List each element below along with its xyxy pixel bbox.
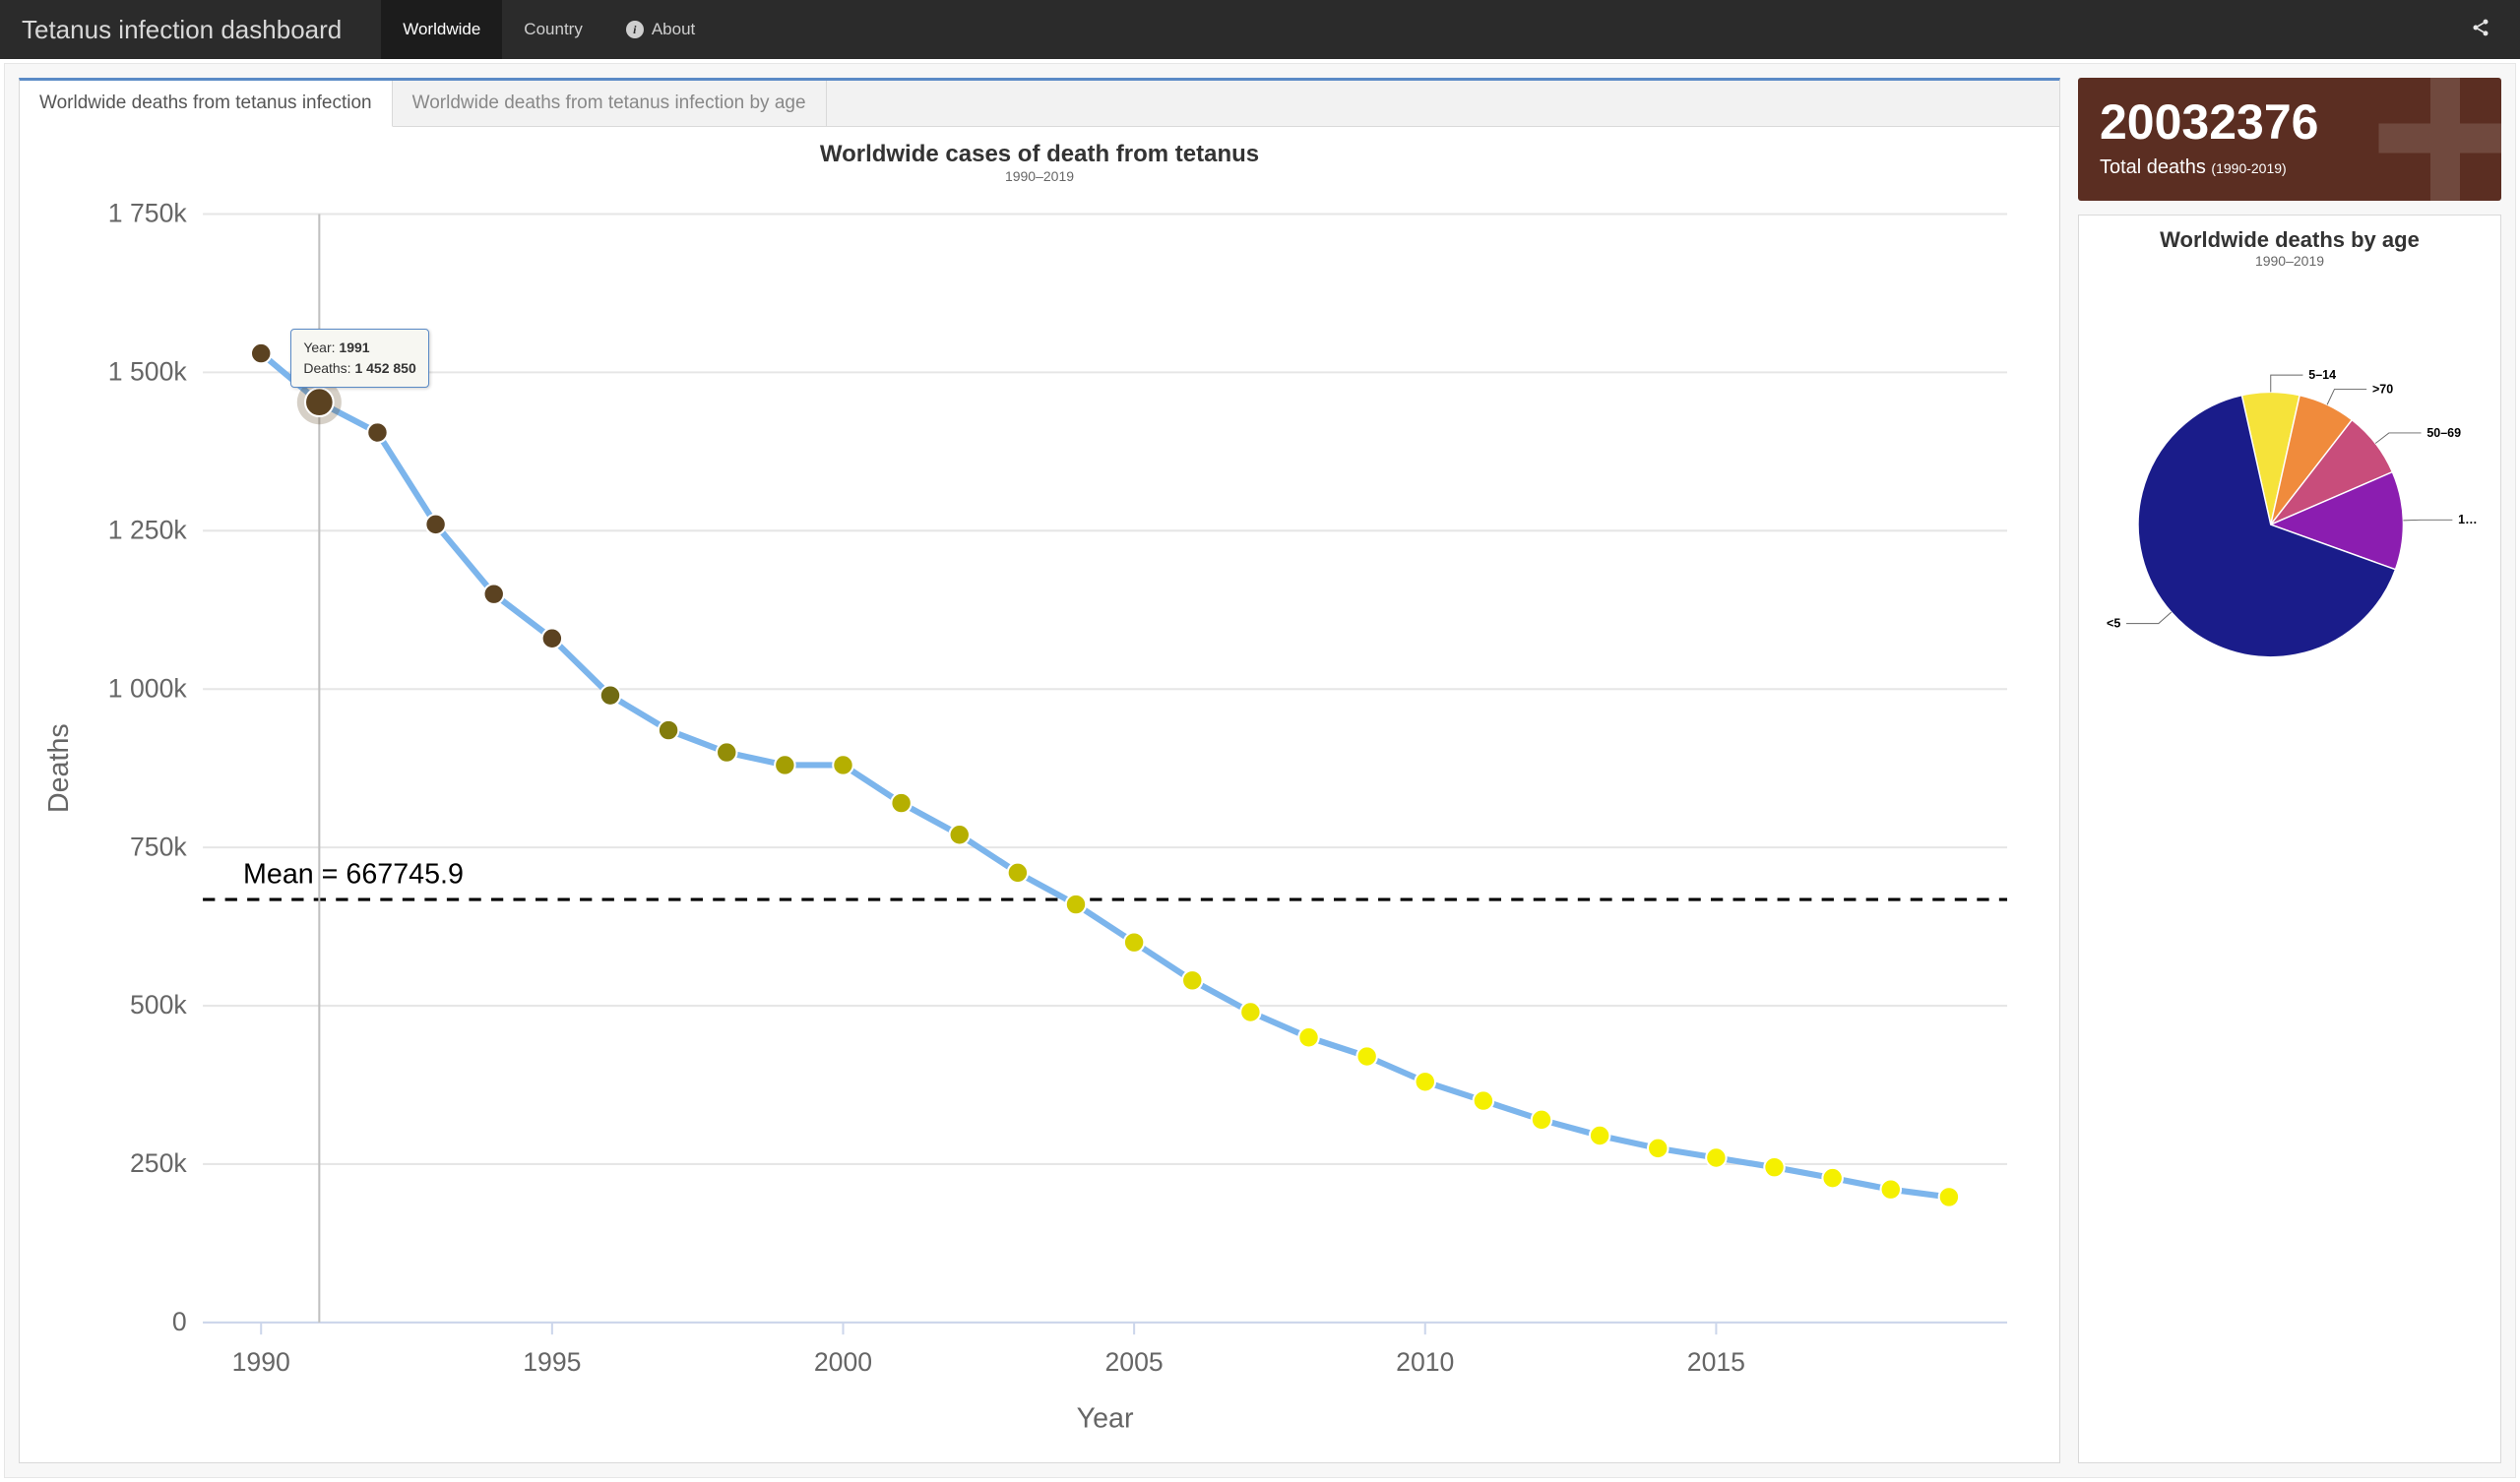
svg-text:250k: 250k	[130, 1148, 187, 1178]
svg-text:Mean = 667745.9: Mean = 667745.9	[243, 859, 464, 891]
svg-text:2005: 2005	[1105, 1347, 1164, 1377]
line-chart-title: Worldwide cases of death from tetanus	[32, 141, 2048, 168]
navbar: Tetanus infection dashboard Worldwide Co…	[0, 0, 2520, 59]
svg-text:750k: 750k	[130, 832, 187, 861]
nav-item-about-label: About	[652, 20, 695, 39]
tooltip-year-value: 1991	[339, 340, 369, 355]
pie-panel: Worldwide deaths by age 1990–2019 5–14 >7…	[2078, 215, 2501, 1463]
svg-text:2015: 2015	[1687, 1347, 1745, 1377]
svg-text:>70: >70	[2372, 382, 2393, 396]
svg-text:5–14: 5–14	[2308, 368, 2336, 382]
svg-text:50–69: 50–69	[2426, 426, 2461, 440]
side-column: 20032376 Total deaths (1990-2019) Worldw…	[2078, 78, 2501, 1463]
tab-bar: Worldwide deaths from tetanus infection …	[20, 81, 2059, 127]
share-icon[interactable]	[2463, 18, 2498, 42]
chart-tooltip: Year: 1991 Deaths: 1 452 850	[290, 329, 428, 388]
plus-icon	[2371, 78, 2501, 201]
svg-text:500k: 500k	[130, 990, 187, 1019]
svg-text:0: 0	[172, 1307, 187, 1336]
page-body: Worldwide deaths from tetanus infection …	[4, 63, 2516, 1478]
svg-text:1995: 1995	[523, 1347, 581, 1377]
svg-text:1 000k: 1 000k	[108, 673, 188, 703]
pie-chart-title: Worldwide deaths by age	[2091, 227, 2488, 253]
nav-item-worldwide[interactable]: Worldwide	[381, 0, 502, 59]
tab-worldwide-deaths[interactable]: Worldwide deaths from tetanus infection	[20, 81, 393, 127]
svg-text:<5: <5	[2107, 616, 2120, 630]
tab-worldwide-deaths-by-age[interactable]: Worldwide deaths from tetanus infection …	[393, 81, 827, 126]
info-icon: i	[626, 21, 644, 38]
svg-text:Deaths: Deaths	[43, 723, 75, 813]
nav-item-country[interactable]: Country	[502, 0, 604, 59]
svg-text:1 500k: 1 500k	[108, 357, 188, 387]
svg-text:1…: 1…	[2458, 513, 2477, 526]
svg-text:2000: 2000	[814, 1347, 872, 1377]
main-panel: Worldwide deaths from tetanus infection …	[19, 78, 2060, 1463]
svg-text:1 750k: 1 750k	[108, 199, 188, 228]
tooltip-deaths-label: Deaths:	[303, 360, 350, 376]
svg-text:2010: 2010	[1396, 1347, 1454, 1377]
line-chart-area: Worldwide cases of death from tetanus 19…	[20, 127, 2059, 1462]
valuebox-caption-text: Total deaths	[2100, 156, 2206, 178]
app-title: Tetanus infection dashboard	[22, 15, 342, 45]
pie-chart[interactable]: 5–14 >70 50–69 1… <5	[2091, 278, 2488, 698]
tooltip-deaths-value: 1 452 850	[354, 360, 415, 376]
valuebox-years: (1990-2019)	[2211, 160, 2286, 176]
svg-text:Year: Year	[1077, 1402, 1134, 1434]
line-chart-subtitle: 1990–2019	[32, 168, 2048, 184]
svg-text:1 250k: 1 250k	[108, 515, 188, 544]
pie-chart-subtitle: 1990–2019	[2091, 253, 2488, 269]
tooltip-year-label: Year:	[303, 340, 335, 355]
valuebox-total-deaths: 20032376 Total deaths (1990-2019)	[2078, 78, 2501, 201]
nav-item-about[interactable]: i About	[604, 0, 717, 59]
svg-text:1990: 1990	[232, 1347, 290, 1377]
